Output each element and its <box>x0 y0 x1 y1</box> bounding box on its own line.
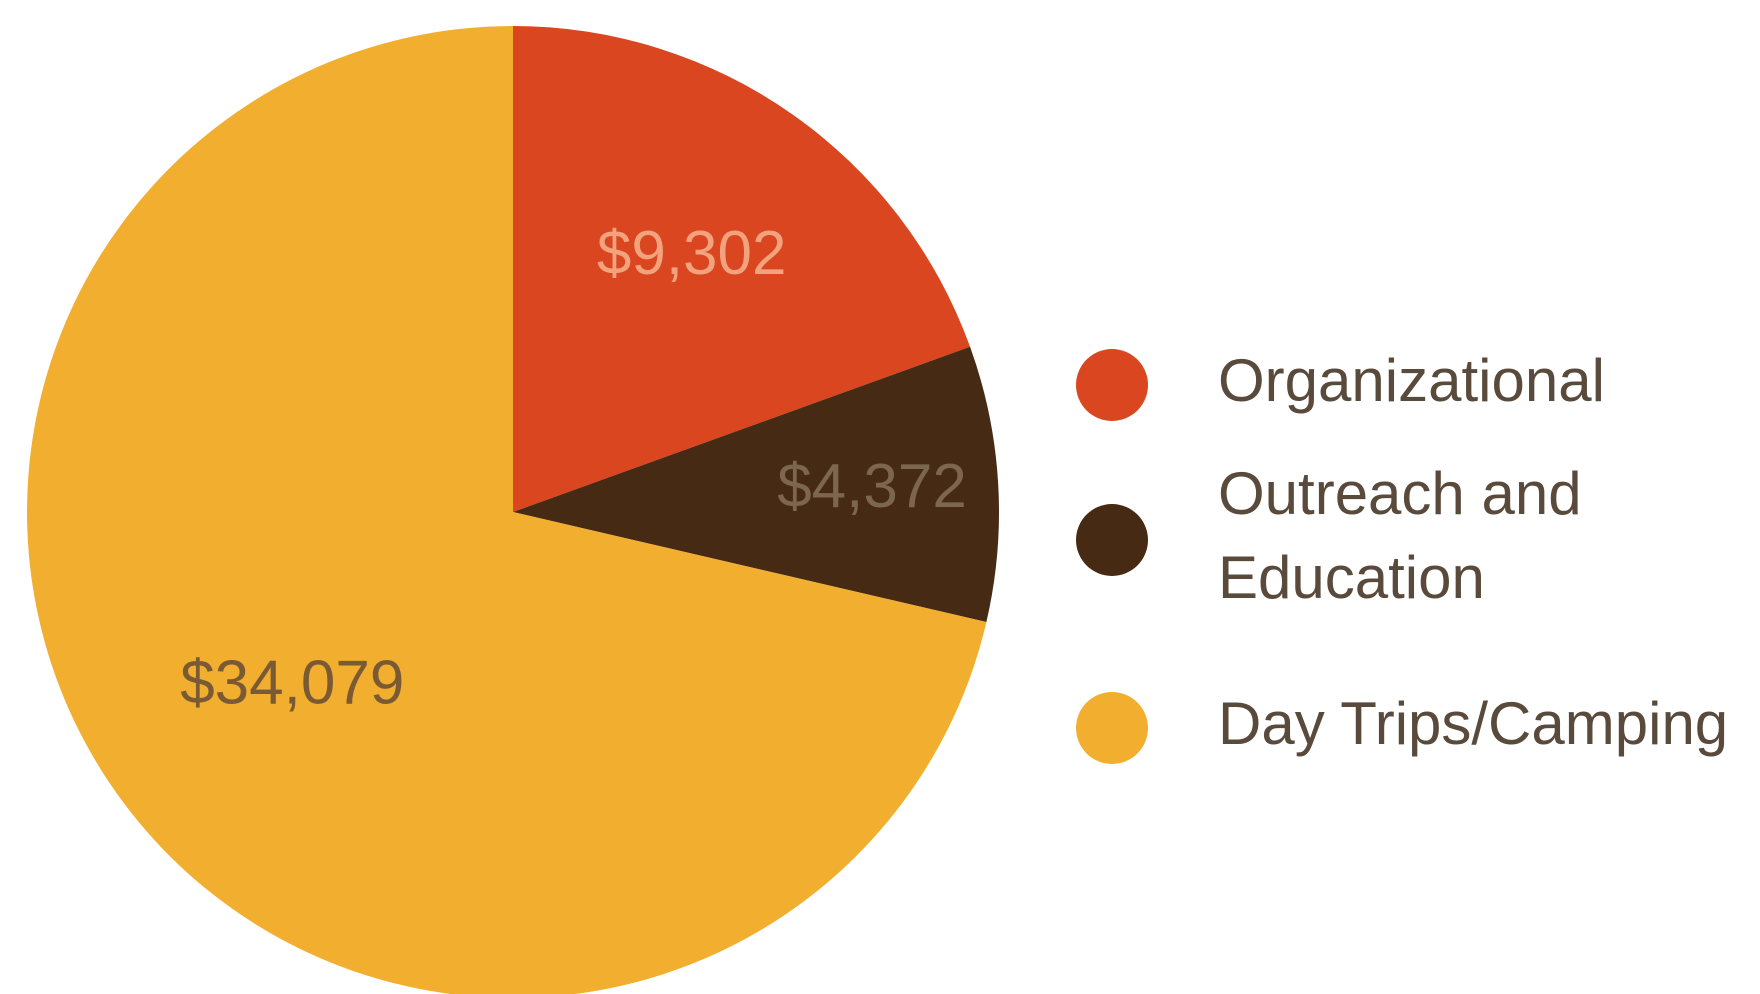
legend-label: Organizational <box>1218 347 1605 414</box>
legend: Organizational Outreach and Education Day T… <box>1076 347 1728 764</box>
pie-slice-outreach-and-education <box>513 346 1000 623</box>
pie-slice-day-trips-camping <box>27 26 987 994</box>
legend-swatch <box>1076 504 1148 576</box>
legend-item: Day Trips/Camping <box>1076 690 1728 764</box>
legend-item: Outreach and Education <box>1076 460 1582 611</box>
slice-value-label: $9,302 <box>597 219 787 288</box>
slice-value-label: $34,079 <box>180 649 404 718</box>
pie-slice-labels: $9,302 $4,372 $34,079 <box>180 219 967 718</box>
legend-label: Day Trips/Camping <box>1218 690 1728 757</box>
legend-item: Organizational <box>1076 347 1605 421</box>
pie-slices <box>27 26 1000 994</box>
pie-slice-organizational <box>513 26 971 512</box>
legend-swatch <box>1076 692 1148 764</box>
legend-label: Education <box>1218 544 1485 611</box>
legend-swatch <box>1076 349 1148 421</box>
legend-label: Outreach and <box>1218 460 1582 527</box>
slice-value-label: $4,372 <box>777 452 967 521</box>
